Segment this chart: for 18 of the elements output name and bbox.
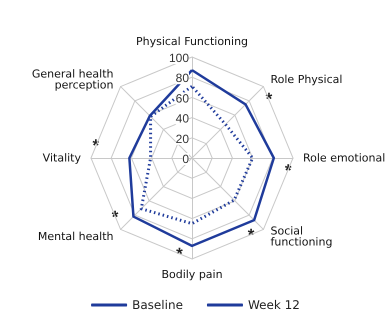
spoke-label: General health perception — [32, 68, 114, 92]
text: * — [176, 244, 183, 264]
y-tick-label: 20 — [176, 132, 190, 146]
y-tick-label: 60 — [176, 91, 190, 106]
y-tick-label: 100 — [168, 51, 190, 65]
spoke-label: Bodily pain — [161, 268, 223, 281]
spoke-label: Role emotional — [303, 152, 386, 164]
spoke-label: Social functioning — [270, 224, 332, 248]
y-tick-label: 0 — [182, 152, 190, 166]
spoke-label: Mental health — [38, 230, 114, 243]
spoke-label: Role Physical — [270, 73, 342, 86]
y-tick-label: 80 — [176, 71, 190, 86]
y-tick-label: 40 — [176, 112, 190, 126]
text: * — [248, 225, 254, 244]
spoke-label: Vitality — [42, 152, 82, 164]
spoke-label: Physical Functioning — [136, 35, 248, 48]
legend-label: Baseline — [132, 298, 183, 312]
legend-label: Week 12 — [248, 298, 300, 312]
